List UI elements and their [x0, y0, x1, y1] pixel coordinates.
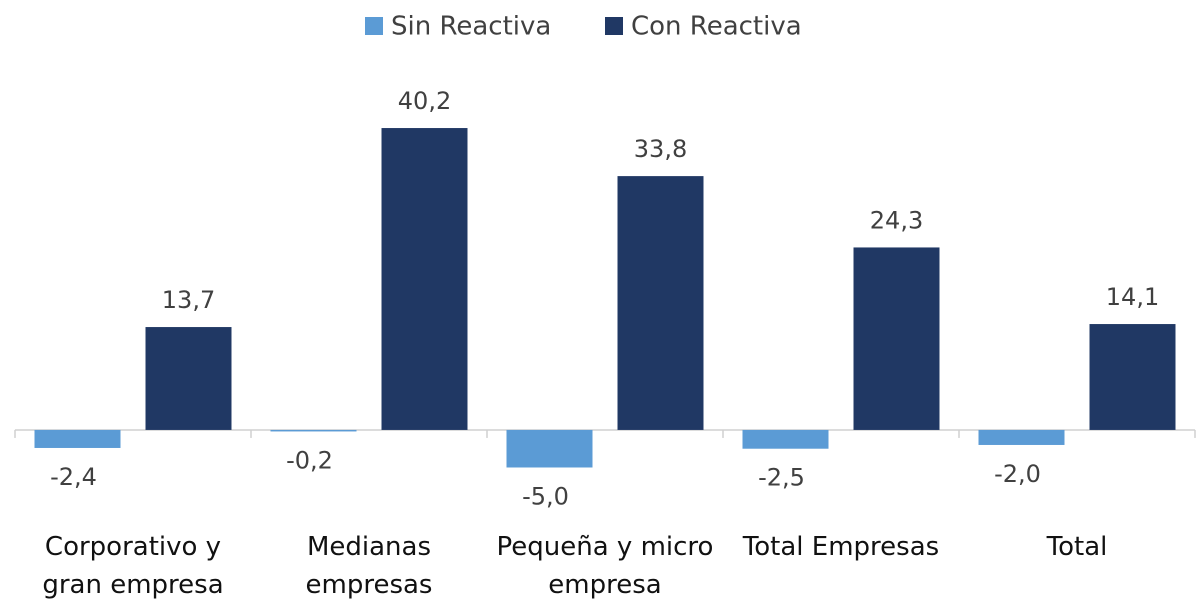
data-label: 24,3	[870, 206, 923, 234]
bar	[34, 429, 121, 448]
bar	[617, 176, 704, 430]
data-label: 14,1	[1106, 283, 1159, 311]
data-label: 13,7	[162, 286, 215, 314]
legend-label: Sin Reactiva	[391, 12, 551, 42]
bar	[978, 429, 1065, 445]
legend-swatch	[605, 17, 623, 35]
data-label: 33,8	[634, 135, 687, 163]
legend-swatch	[365, 17, 383, 35]
data-label: -5,0	[522, 482, 569, 510]
bar	[506, 429, 593, 468]
bar	[381, 128, 468, 430]
legend-label: Con Reactiva	[631, 12, 802, 42]
x-tick-label: Medianas empresas	[305, 532, 433, 600]
bar	[742, 429, 829, 449]
x-tick-label: Total Empresas	[742, 532, 940, 562]
data-label: -2,5	[758, 464, 805, 492]
x-tick-label: Corporativo y gran empresa	[42, 532, 224, 600]
data-label: -2,0	[994, 460, 1041, 488]
x-tick-label: Total	[1046, 532, 1108, 562]
bar	[1089, 324, 1176, 430]
data-label: -0,2	[286, 446, 333, 474]
bar	[853, 247, 940, 430]
data-label: -2,4	[50, 463, 97, 491]
bar	[145, 327, 232, 430]
data-label: 40,2	[398, 87, 451, 115]
bar	[270, 429, 357, 432]
x-tick-label: Pequeña y micro empresa	[496, 532, 714, 600]
